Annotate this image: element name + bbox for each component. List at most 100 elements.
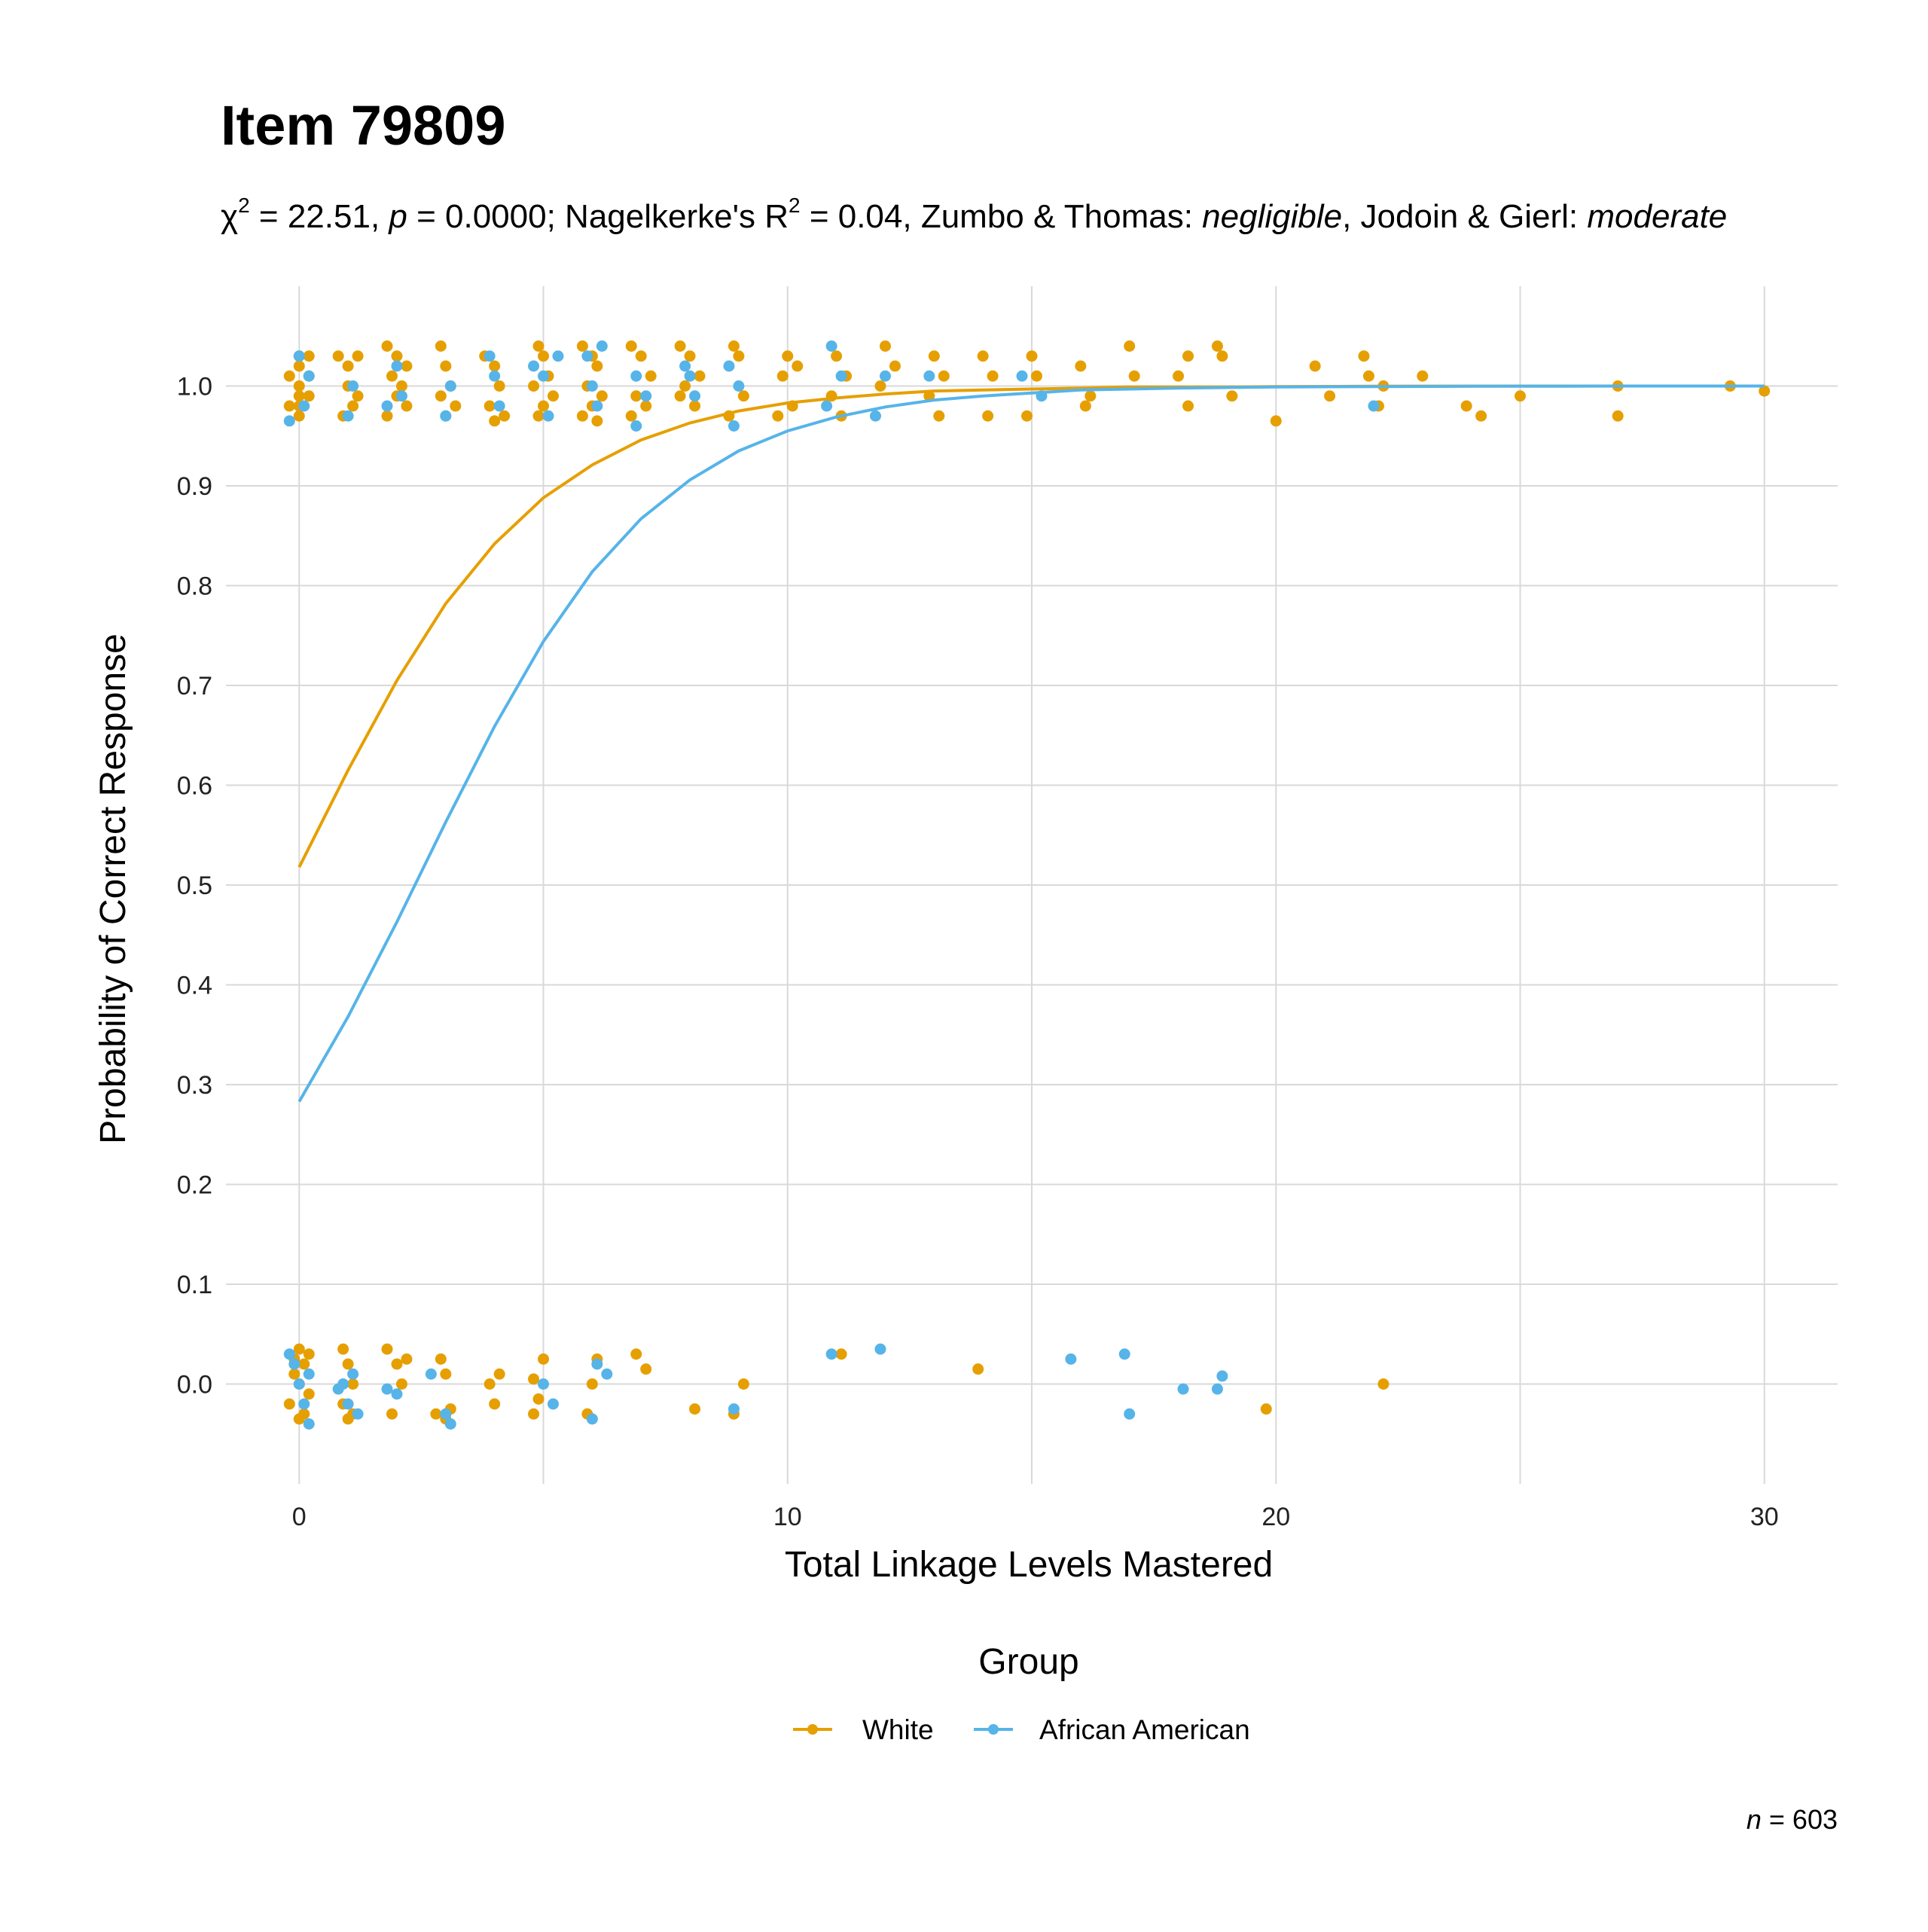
- data-point-white: [532, 1393, 545, 1405]
- grid-layer: [226, 286, 1838, 1484]
- data-point-african-american: [298, 400, 310, 412]
- data-point-white: [303, 390, 315, 402]
- data-point-african-american: [1368, 400, 1380, 412]
- data-point-white: [401, 360, 413, 372]
- data-point-white: [835, 1348, 847, 1360]
- data-point-white: [1021, 410, 1033, 422]
- data-point-african-american: [395, 390, 407, 402]
- data-point-white: [977, 350, 989, 362]
- data-point-white: [928, 350, 940, 362]
- data-point-african-american: [391, 1388, 403, 1400]
- data-point-white: [435, 1353, 447, 1365]
- data-point-white: [484, 400, 496, 412]
- data-point-african-american: [1211, 1383, 1223, 1395]
- data-point-white: [792, 360, 804, 372]
- data-point-african-american: [283, 1348, 295, 1360]
- data-point-white: [395, 380, 407, 392]
- data-point-african-american: [684, 370, 696, 382]
- legend: White African American: [793, 1714, 1250, 1745]
- data-point-white: [1030, 370, 1042, 382]
- data-point-white: [450, 400, 462, 412]
- data-point-african-american: [825, 340, 837, 352]
- data-point-white: [342, 360, 354, 372]
- caption-n-value: = 603: [1762, 1804, 1838, 1835]
- data-point-african-american: [874, 1343, 886, 1355]
- data-point-white: [347, 400, 359, 412]
- data-point-white: [342, 1413, 354, 1425]
- chi-value: = 22.51,: [250, 198, 389, 235]
- data-point-white: [381, 340, 393, 352]
- data-point-white: [1475, 410, 1487, 422]
- data-point-white: [352, 390, 364, 402]
- data-point-white: [489, 1398, 501, 1410]
- data-point-african-american: [835, 370, 847, 382]
- data-point-white: [1358, 350, 1370, 362]
- data-point-african-american: [723, 360, 735, 372]
- data-point-white: [391, 350, 403, 362]
- data-point-white: [831, 350, 843, 362]
- data-point-african-american: [298, 1398, 310, 1410]
- curves-layer: [297, 384, 1765, 1103]
- data-point-white: [298, 1358, 310, 1370]
- y-axis-title: Probability of Correct Response: [93, 633, 133, 1144]
- data-point-african-american: [425, 1368, 437, 1380]
- data-point-african-american: [288, 1358, 300, 1370]
- data-point-white: [293, 410, 305, 422]
- data-point-african-american: [538, 1378, 550, 1390]
- fit-curve-african-american: [297, 384, 1765, 1103]
- data-point-african-american: [303, 1418, 315, 1430]
- data-point-white: [684, 350, 696, 362]
- data-point-african-american: [879, 370, 891, 382]
- data-point-white: [293, 1343, 305, 1355]
- data-point-white: [630, 1348, 642, 1360]
- data-point-white: [689, 400, 701, 412]
- data-point-white: [972, 1363, 984, 1375]
- data-point-white: [303, 1348, 315, 1360]
- data-point-african-american: [440, 410, 452, 422]
- data-point-white: [1216, 350, 1228, 362]
- data-point-white: [782, 350, 794, 362]
- data-point-white: [440, 360, 452, 372]
- p-value: = 0.0000; Nagelkerke's R: [407, 198, 789, 235]
- data-point-white: [538, 350, 550, 362]
- data-point-african-american: [293, 1378, 305, 1390]
- data-point-white: [303, 1388, 315, 1400]
- data-point-african-american: [821, 400, 833, 412]
- data-point-white: [332, 350, 344, 362]
- x-axis-title: Total Linkage Levels Mastered: [785, 1545, 1273, 1585]
- data-point-white: [889, 360, 901, 372]
- data-point-african-american: [1065, 1353, 1077, 1365]
- data-point-african-american: [293, 350, 305, 362]
- data-point-african-american: [538, 370, 550, 382]
- data-point-african-american: [444, 1418, 456, 1430]
- data-point-african-american: [444, 380, 456, 392]
- data-point-white: [293, 380, 305, 392]
- y-tick-label: 0.2: [177, 1171, 212, 1200]
- data-point-african-american: [1177, 1383, 1189, 1395]
- chi-superscript: 2: [238, 194, 250, 217]
- y-tick-label: 0.8: [177, 572, 212, 601]
- data-point-white: [293, 1413, 305, 1425]
- data-point-white: [1324, 390, 1336, 402]
- data-point-white: [352, 350, 364, 362]
- data-point-white: [401, 1353, 413, 1365]
- data-point-white: [386, 1408, 398, 1420]
- data-point-african-american: [728, 420, 740, 432]
- legend-key-dot-african-american: [988, 1724, 999, 1735]
- data-point-white: [386, 370, 398, 382]
- data-point-white: [772, 410, 784, 422]
- data-point-white: [435, 390, 447, 402]
- data-point-white: [586, 1378, 598, 1390]
- data-point-white: [1270, 415, 1282, 427]
- data-point-african-american: [596, 340, 608, 352]
- data-point-white: [1362, 370, 1374, 382]
- data-point-white: [1211, 340, 1223, 352]
- data-point-african-american: [283, 415, 295, 427]
- data-point-white: [440, 1368, 452, 1380]
- jodoin-text: , Jodoin & Gierl:: [1342, 198, 1587, 235]
- data-point-african-american: [440, 1408, 452, 1420]
- points-layer: [283, 340, 1771, 1430]
- data-point-african-american: [630, 370, 642, 382]
- ticks-layer: 0 10 20 30 0.0 0.1 0.2 0.3 0.4 0.5 0.6 0.7 0.8 0.9 1.0: [177, 373, 1779, 1532]
- x-tick-label: 0: [292, 1503, 307, 1531]
